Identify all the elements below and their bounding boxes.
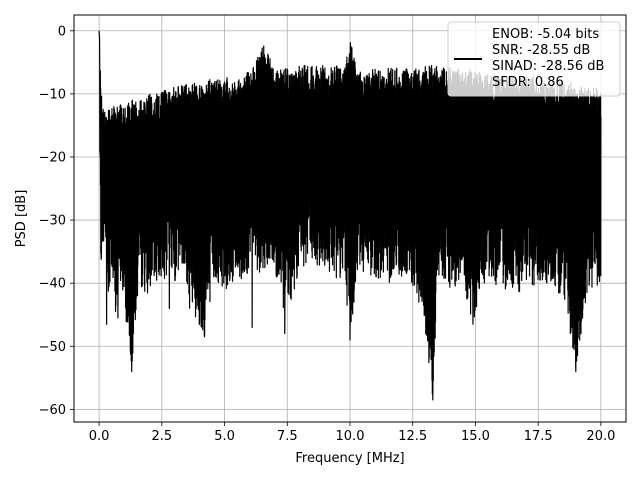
y-tick-label: 0	[58, 24, 66, 39]
x-tick-label: 10.0	[336, 429, 365, 444]
y-axis-ticks: 0 −10 −20 −30 −40 −50 −60	[39, 24, 74, 418]
x-tick-label: 5.0	[214, 429, 235, 444]
y-tick-label: −30	[39, 214, 66, 229]
x-tick-label: 15.0	[461, 429, 490, 444]
y-tick-label: −50	[39, 340, 66, 355]
y-axis-label: PSD [dB]	[14, 190, 29, 248]
x-axis-label: Frequency [MHz]	[295, 451, 404, 466]
x-axis-ticks: 0.0 2.5 5.0 7.5 10.0 12.5 15.0 17.5 20.0	[89, 422, 615, 444]
y-tick-label: −10	[39, 87, 66, 102]
x-tick-label: 20.0	[586, 429, 615, 444]
legend-text: ENOB: -5.04 bits	[492, 27, 599, 42]
legend-text: SFDR: 0.86	[492, 75, 564, 90]
psd-line	[98, 30, 602, 401]
x-tick-label: 0.0	[89, 429, 110, 444]
legend-box	[447, 21, 621, 97]
x-tick-label: 2.5	[151, 429, 172, 444]
x-tick-label: 12.5	[398, 429, 427, 444]
y-tick-label: −20	[39, 150, 66, 165]
y-tick-label: −40	[39, 277, 66, 292]
x-tick-label: 7.5	[277, 429, 298, 444]
y-tick-label: −60	[39, 403, 66, 418]
x-tick-label: 17.5	[524, 429, 553, 444]
legend-text: SNR: -28.55 dB	[492, 43, 590, 58]
legend-text: SINAD: -28.56 dB	[492, 59, 604, 74]
psd-trace	[98, 30, 602, 401]
axes-frame	[73, 14, 627, 423]
